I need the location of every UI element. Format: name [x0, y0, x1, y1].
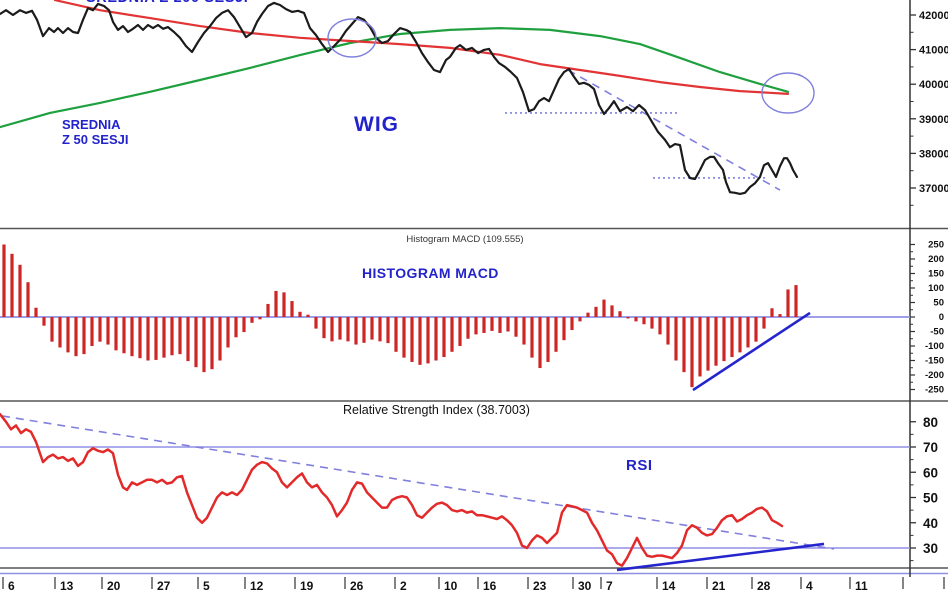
sma50-label: SREDNIA Z 50 SESJI — [62, 117, 128, 147]
rsi-panel-label: RSI — [626, 457, 653, 474]
date-axis-label: 5 — [203, 579, 210, 593]
date-axis-label: 28 — [757, 579, 771, 593]
date-axis-label: 4 — [806, 579, 813, 593]
rsi-axis-label: 30 — [923, 541, 938, 556]
price-axis-label: 37000 — [919, 183, 948, 195]
macd-axis-label: 50 — [933, 298, 944, 309]
price-dashed-trendline — [567, 69, 781, 191]
sma200-label: SREDNIA Z 200 SESJI — [86, 0, 248, 6]
macd-axis-label: 150 — [928, 269, 944, 280]
price-axis-label: 40000 — [919, 79, 948, 91]
date-axis-label: 27 — [157, 579, 171, 593]
highlight-ellipse-1 — [327, 18, 377, 58]
price-axis-label: 39000 — [919, 114, 948, 126]
macd-axis-label: 250 — [928, 240, 944, 251]
date-axis-label: 6 — [8, 579, 15, 593]
date-axis-label: 12 — [250, 579, 264, 593]
date-axis-label: 21 — [712, 579, 726, 593]
series-srednia-z-200-sesji — [53, 0, 790, 96]
rsi-axis-label: 60 — [923, 465, 938, 480]
rsi-axis-label: 80 — [923, 415, 938, 430]
price-axis-label: 41000 — [919, 45, 948, 57]
rsi-axis-label: 70 — [923, 440, 938, 455]
date-axis-label: 20 — [107, 579, 121, 593]
sma50-label-line1: SREDNIA — [62, 117, 121, 132]
date-axis-label: 26 — [350, 579, 364, 593]
macd-panel-title: Histogram MACD (109.555) — [406, 234, 524, 245]
date-axis-label: 23 — [533, 579, 547, 593]
date-axis-label: 10 — [444, 579, 458, 593]
macd-panel-label: HISTOGRAM MACD — [362, 265, 499, 281]
date-axis-label: 16 — [483, 579, 497, 593]
series-rsi — [0, 412, 784, 567]
wig-label: WIG — [354, 113, 399, 136]
macd-axis-label: -150 — [925, 356, 944, 367]
rsi-panel-title: Relative Strength Index (38.7003) — [343, 403, 530, 417]
rsi-axis-label: 50 — [923, 491, 938, 506]
rsi-dashed-trendline — [1, 415, 835, 550]
series-srednia-z-50-sesji — [0, 27, 790, 129]
date-axis-label: 2 — [400, 579, 407, 593]
macd-solid-trendline — [692, 311, 811, 392]
date-axis-label: 7 — [606, 579, 613, 593]
rsi-solid-trendline — [616, 542, 825, 572]
price-axis-label: 42000 — [919, 10, 948, 22]
date-axis-label: 11 — [855, 579, 868, 593]
date-axis-label: 13 — [60, 579, 74, 593]
date-axis-label: 14 — [662, 579, 676, 593]
macd-axis-label: 100 — [928, 283, 944, 294]
macd-axis-label: -50 — [930, 327, 944, 338]
price-axis-label: 38000 — [919, 148, 948, 160]
macd-axis-label: -200 — [925, 370, 944, 381]
macd-axis-label: -250 — [925, 385, 944, 396]
date-axis-label: 19 — [300, 579, 314, 593]
highlight-ellipse-2 — [761, 72, 815, 114]
date-axis-label: 30 — [578, 579, 592, 593]
rsi-axis-label: 40 — [923, 516, 938, 531]
series-wig — [0, 1, 799, 195]
macd-axis-label: 0 — [939, 312, 944, 323]
macd-axis-label: -100 — [925, 341, 944, 352]
sma50-label-line2: Z 50 SESJI — [62, 132, 129, 147]
macd-axis-label: 200 — [928, 254, 944, 265]
